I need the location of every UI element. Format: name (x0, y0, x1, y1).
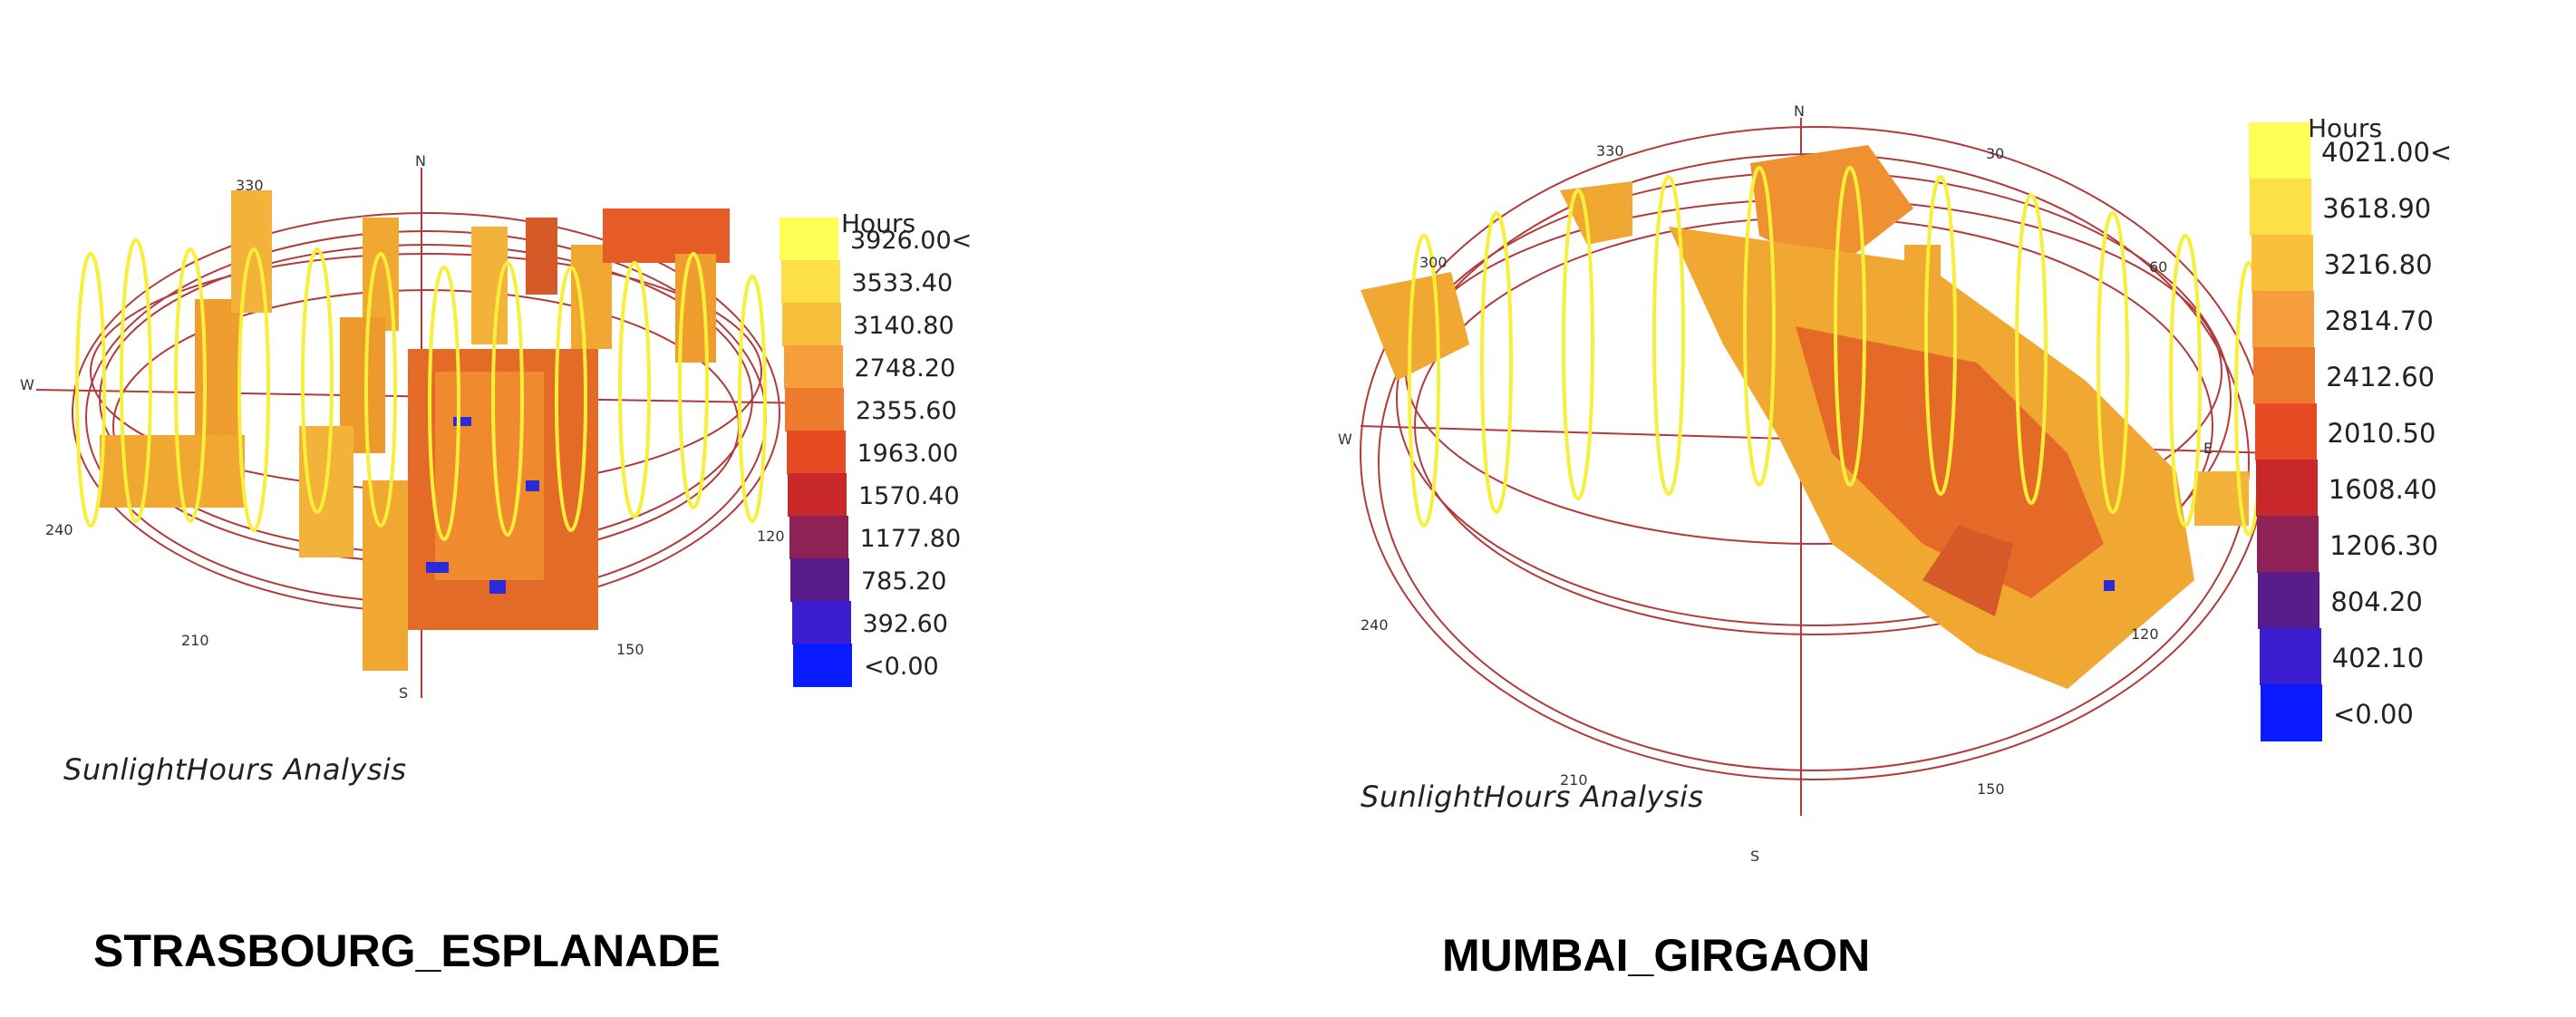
compass-330-label: 330 (236, 177, 264, 194)
compass-60-label: 60 (2149, 258, 2167, 276)
compass-210-label: 210 (181, 632, 209, 649)
legend-label: <0.00 (2333, 699, 2414, 730)
site-title: MUMBAI_GIRGAON (1442, 930, 1871, 981)
mumbai-analemmas (1408, 166, 2263, 537)
legend-swatch (785, 388, 844, 431)
compass-330-label: 330 (1596, 142, 1624, 160)
strasbourg-analemmas (75, 238, 767, 541)
compass-210-label: 210 (1560, 771, 1588, 789)
compass-w-label: W (20, 376, 34, 393)
compass-120-label: 120 (757, 528, 785, 545)
compass-300-label: 300 (1419, 254, 1448, 271)
legend-swatch (2250, 179, 2312, 236)
legend-label: 3926.00< (850, 227, 973, 255)
compass-30-label: 30 (1986, 145, 2004, 162)
strasbourg-sunpath-diagram: N S W E 330 240 210 150 120 (20, 152, 812, 702)
legend-label: 1570.40 (858, 482, 960, 510)
compass-150-label: 150 (616, 641, 644, 658)
legend-label: 2355.60 (856, 397, 957, 425)
legend-swatch (2259, 628, 2321, 685)
legend-swatch (791, 601, 851, 644)
legend-swatch (2249, 122, 2310, 179)
legend-swatch (2261, 684, 2322, 741)
legend-label: 2010.50 (2327, 418, 2436, 449)
strasbourg-legend: Hours 3926.00< 3533.40 3140.80 2748.20 2355.… (770, 208, 1042, 716)
legend-swatch (780, 260, 840, 304)
compass-240-label: 240 (1361, 616, 1389, 634)
legend-label: 1206.30 (2329, 530, 2439, 561)
legend-label: 392.60 (862, 610, 948, 638)
legend-label: 1608.40 (2328, 474, 2437, 505)
legend-label: 2748.20 (854, 354, 956, 383)
strasbourg-buildings (100, 190, 730, 671)
legend-swatch (793, 644, 852, 687)
legend-swatch (782, 303, 841, 346)
legend-label: 2814.70 (2324, 305, 2434, 336)
compass-240-label: 240 (45, 521, 73, 538)
legend-swatch (790, 558, 849, 602)
legend-label: 2412.60 (2326, 362, 2436, 392)
mumbai-panel: N S W E 330 30 60 300 240 210 150 120 Ho… (1288, 0, 2576, 1017)
compass-e-label: E (2203, 440, 2213, 457)
legend-label: 3140.80 (853, 312, 954, 340)
legend-label: <0.00 (864, 653, 939, 681)
site-title: STRASBOURG_ESPLANADE (93, 925, 721, 976)
legend-swatch (2253, 347, 2316, 404)
legend-swatch (789, 516, 848, 559)
mumbai-sunpath-diagram: N S W E 330 30 60 300 240 210 150 120 (1338, 102, 2277, 865)
compass-s-label: S (1750, 848, 1759, 865)
legend-label: 3618.90 (2322, 193, 2432, 224)
legend-title: Hours (2308, 113, 2383, 143)
compass-150-label: 150 (1977, 780, 2005, 798)
strasbourg-panel: N S W E 330 240 210 150 120 Hours 3926.0… (20, 152, 1042, 976)
legend-label: 3216.80 (2323, 249, 2433, 280)
compass-w-label: W (1338, 431, 1352, 448)
analysis-caption: SunlightHours Analysis (63, 752, 407, 787)
legend-label: 1963.00 (857, 440, 959, 468)
legend-swatch (2258, 572, 2320, 629)
compass-n-label: N (1794, 102, 1805, 120)
legend-label: 804.20 (2330, 586, 2423, 617)
legend-title: Hours (841, 208, 916, 238)
mumbai-legend: Hours 4021.00< 3618.90 3216.80 2814.70 2412.… (2240, 113, 2512, 741)
mumbai-buildings (1361, 145, 2249, 689)
legend-swatch (2252, 291, 2314, 348)
legend-label: 785.20 (861, 567, 947, 596)
legend-label: 4021.00< (2321, 137, 2453, 168)
legend-label: 402.10 (2331, 643, 2425, 673)
compass-n-label: N (415, 152, 426, 170)
legend-label: 3533.40 (851, 269, 954, 297)
legend-swatch (2251, 235, 2313, 292)
legend-swatch (788, 473, 847, 517)
legend-swatch (2255, 460, 2318, 517)
compass-120-label: 120 (2131, 625, 2159, 643)
legend-swatch (2257, 516, 2319, 573)
analysis-caption: SunlightHours Analysis (1361, 780, 1704, 814)
compass-s-label: S (399, 684, 408, 702)
legend-swatch (780, 218, 838, 261)
legend-swatch (783, 345, 843, 389)
legend-swatch (786, 431, 846, 474)
legend-swatch (2254, 403, 2317, 460)
legend-label: 1177.80 (859, 525, 962, 553)
